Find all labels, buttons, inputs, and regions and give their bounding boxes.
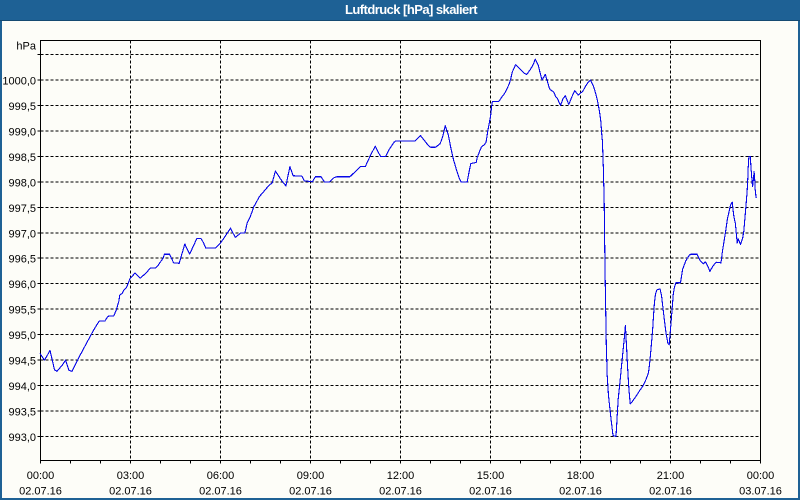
svg-text:994,5: 994,5 (8, 356, 36, 368)
svg-text:999,0: 999,0 (8, 126, 36, 138)
svg-text:02.07.16: 02.07.16 (19, 486, 62, 498)
svg-text:999,5: 999,5 (8, 101, 36, 113)
svg-text:12:00: 12:00 (387, 470, 415, 482)
svg-text:03:00: 03:00 (117, 470, 145, 482)
svg-text:hPa: hPa (16, 41, 36, 53)
svg-text:00:00: 00:00 (747, 470, 775, 482)
svg-text:02.07.16: 02.07.16 (379, 486, 422, 498)
svg-text:993,5: 993,5 (8, 407, 36, 419)
svg-text:02.07.16: 02.07.16 (559, 486, 602, 498)
svg-text:997,0: 997,0 (8, 228, 36, 240)
svg-text:09:00: 09:00 (297, 470, 325, 482)
svg-text:06:00: 06:00 (207, 470, 235, 482)
svg-text:997,5: 997,5 (8, 203, 36, 215)
svg-text:02.07.16: 02.07.16 (199, 486, 242, 498)
svg-text:00:00: 00:00 (27, 470, 55, 482)
svg-text:02.07.16: 02.07.16 (289, 486, 332, 498)
svg-text:21:00: 21:00 (657, 470, 685, 482)
svg-text:02.07.16: 02.07.16 (649, 486, 692, 498)
svg-text:998,5: 998,5 (8, 152, 36, 164)
svg-text:994,0: 994,0 (8, 381, 36, 393)
svg-text:993,0: 993,0 (8, 432, 36, 444)
svg-text:995,0: 995,0 (8, 330, 36, 342)
svg-text:03.07.16: 03.07.16 (739, 486, 782, 498)
svg-text:996,5: 996,5 (8, 254, 36, 266)
svg-text:02.07.16: 02.07.16 (469, 486, 512, 498)
svg-text:1000,0: 1000,0 (2, 76, 36, 88)
svg-text:996,0: 996,0 (8, 279, 36, 291)
svg-text:995,5: 995,5 (8, 305, 36, 317)
svg-text:15:00: 15:00 (477, 470, 505, 482)
svg-text:02.07.16: 02.07.16 (109, 486, 152, 498)
svg-text:998,0: 998,0 (8, 177, 36, 189)
svg-text:18:00: 18:00 (567, 470, 595, 482)
